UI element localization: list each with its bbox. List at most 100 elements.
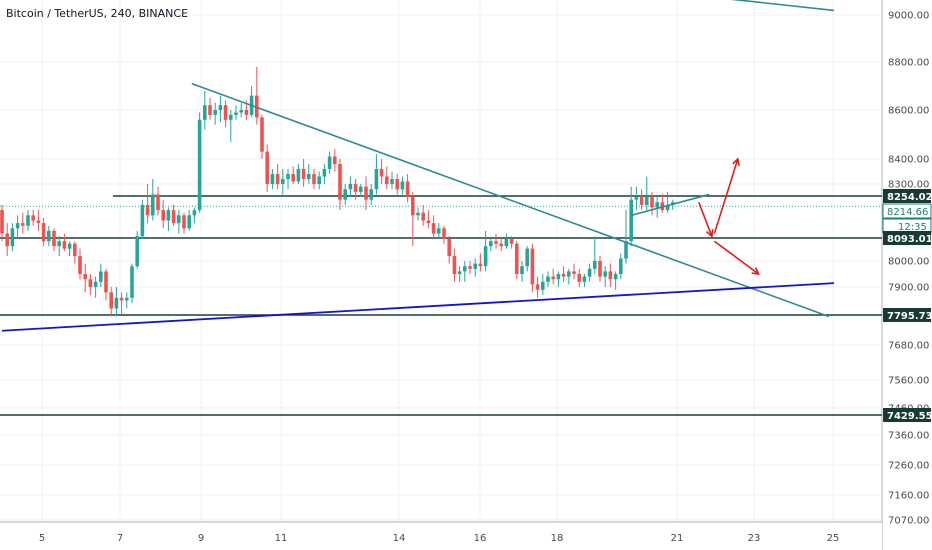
candle-body [156, 194, 160, 211]
candle-body [99, 271, 103, 282]
candle-body [608, 271, 613, 280]
candle-body [333, 156, 337, 164]
candle-body [463, 266, 467, 272]
candle-body [78, 256, 82, 274]
time-tick-label: 11 [275, 533, 288, 544]
candle-body [239, 110, 243, 113]
time-tick-label: 25 [827, 533, 840, 544]
candle-body [10, 228, 15, 247]
candle-body [353, 184, 358, 192]
candle-body [359, 186, 363, 192]
arrow-head [751, 267, 760, 275]
price-tag-text: 8214.66 [887, 207, 928, 218]
candle-body [613, 274, 618, 280]
candle-body [567, 271, 571, 277]
candle-body [140, 204, 145, 237]
candlesticks [0, 66, 675, 317]
candle-body [437, 228, 441, 234]
candle-body [478, 263, 483, 267]
candle-body [21, 223, 25, 226]
candle-body [114, 297, 119, 309]
candle-body [88, 279, 93, 287]
candle-body [603, 271, 607, 277]
candle-body [281, 179, 285, 184]
price-axis[interactable]: 9000.00 8800.00 8600.00 8400.00 8300.00 8000.… [883, 0, 932, 550]
candle-body [343, 189, 347, 200]
candle-body [135, 236, 139, 267]
price-tag-level: 8093.01 [883, 231, 932, 245]
candle-body [291, 174, 295, 182]
time-tick-label: 14 [393, 533, 406, 544]
candle-body [255, 95, 259, 118]
time-axis-bg [0, 523, 882, 550]
candle-body [177, 215, 181, 224]
price-tick-label: 7360.00 [888, 431, 929, 442]
candle-body [171, 210, 176, 224]
candle-body [161, 210, 165, 221]
time-axis[interactable]: 5 7 9 11 14 16 18 21 23 25 [0, 523, 882, 550]
arrow-shaft [698, 201, 713, 237]
candle-body [312, 174, 316, 184]
candle-body [541, 281, 545, 290]
candle-body [83, 274, 87, 280]
candle-body [619, 258, 623, 274]
candle-body [229, 114, 233, 120]
candle-body [67, 243, 72, 249]
candle-body [338, 164, 342, 200]
candle-body [218, 105, 223, 110]
trendline [730, 0, 835, 12]
candle-body [520, 266, 524, 274]
candle-body [182, 215, 186, 229]
candle-body [379, 169, 384, 177]
candle-body [509, 238, 514, 244]
time-tick-label: 23 [748, 533, 761, 544]
candle-body [203, 105, 207, 120]
time-tick-label: 9 [198, 533, 204, 544]
candle-body [400, 181, 405, 190]
price-tag-bg [882, 203, 932, 219]
candle-body [31, 215, 35, 221]
candle-body [535, 284, 540, 290]
time-tick-label: 5 [39, 533, 45, 544]
price-tick-label: 8300.00 [888, 180, 929, 191]
candle-body [561, 274, 566, 277]
candle-body [515, 243, 519, 274]
candle-body [166, 210, 171, 221]
candle-body [546, 276, 550, 282]
time-tick-label: 18 [551, 533, 564, 544]
price-tick-label: 7070.00 [888, 516, 929, 527]
chart-grid [0, 0, 883, 550]
price-tick-label: 8600.00 [888, 106, 929, 117]
candle-body [223, 105, 228, 120]
candle-body [551, 276, 555, 280]
candle-body [390, 179, 394, 184]
price-tick-label: 7260.00 [888, 461, 929, 472]
candle-body [530, 248, 535, 285]
candle-body [0, 210, 4, 234]
price-tag-current: 8214.66 [882, 203, 932, 219]
price-tick-label: 9000.00 [888, 11, 929, 22]
time-tick-label: 7 [117, 533, 123, 544]
arrow-shaft [713, 240, 760, 275]
candle-body [556, 274, 561, 280]
candle-body [36, 220, 41, 224]
candle-body [322, 169, 327, 177]
candle-body [483, 246, 488, 267]
candle-body [577, 274, 581, 282]
projection-arrows [698, 157, 760, 275]
price-tag-bg [883, 408, 931, 422]
candle-body [665, 204, 670, 211]
price-tag-text: 8254.02 [887, 192, 932, 203]
candle-body [504, 238, 509, 247]
candle-body [572, 271, 576, 274]
candle-body [650, 197, 654, 208]
candle-body [275, 174, 280, 184]
price-tag-bg [883, 189, 931, 203]
price-tick-label: 8400.00 [888, 155, 929, 166]
candle-body [187, 215, 191, 229]
candle-body [421, 212, 425, 221]
candle-body [317, 176, 321, 184]
arrow-head [732, 157, 740, 167]
candle-body [525, 248, 529, 267]
